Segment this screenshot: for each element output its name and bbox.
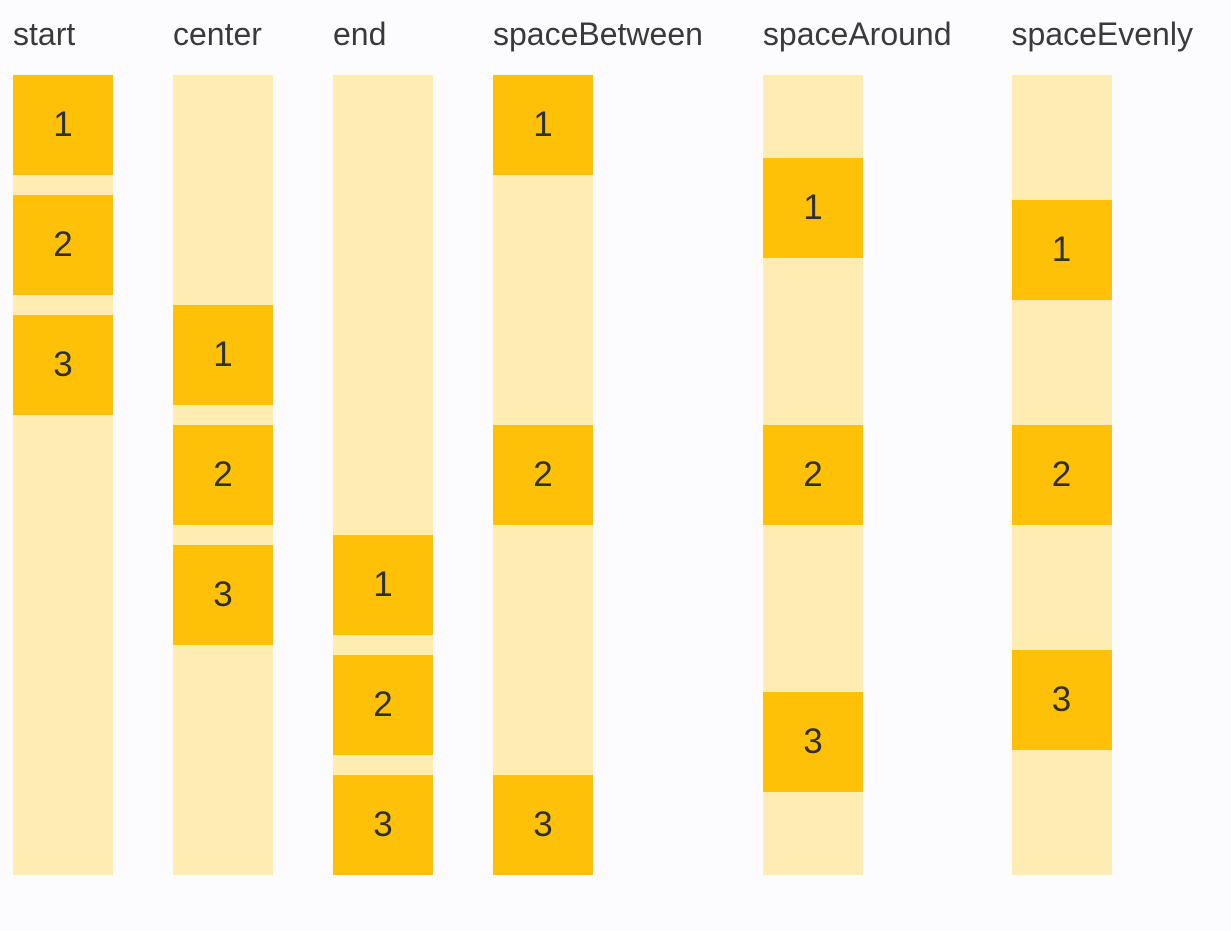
column-spaceEvenly: spaceEvenly 1 2 3: [1011, 14, 1193, 875]
flex-item: 3: [173, 545, 273, 645]
column-start: start 1 2 3: [13, 14, 113, 875]
flex-item: 1: [333, 535, 433, 635]
flex-track-spaceAround: 1 2 3: [762, 75, 863, 875]
column-spaceBetween: spaceBetween 1 2 3: [493, 14, 703, 875]
flex-item: 3: [1011, 650, 1112, 750]
flex-item: 3: [762, 691, 863, 792]
flex-item: 2: [493, 425, 593, 525]
column-label-spaceEvenly: spaceEvenly: [1011, 16, 1193, 52]
flex-item: 1: [1011, 200, 1112, 300]
flex-item: 1: [13, 75, 113, 175]
flex-track-end: 1 2 3: [333, 75, 433, 875]
column-label-spaceBetween: spaceBetween: [493, 16, 703, 52]
column-spaceAround: spaceAround 1 2 3: [762, 14, 952, 875]
column-center: center 1 2 3: [173, 14, 273, 875]
flex-item: 2: [1011, 425, 1112, 525]
flex-track-spaceEvenly: 1 2 3: [1011, 75, 1112, 875]
column-label-start: start: [13, 16, 76, 52]
column-label-end: end: [333, 16, 387, 52]
flex-item: 3: [493, 775, 593, 875]
column-label-center: center: [173, 16, 262, 52]
main-axis-alignment-demo: start 1 2 3 center 1 2 3 end 1 2 3 space…: [13, 14, 1193, 875]
flex-item: 3: [13, 315, 113, 415]
column-label-spaceAround: spaceAround: [762, 16, 952, 52]
flex-item: 2: [13, 195, 113, 295]
flex-item: 2: [762, 424, 863, 525]
flex-track-start: 1 2 3: [13, 75, 113, 875]
flex-item: 2: [333, 655, 433, 755]
column-end: end 1 2 3: [333, 14, 433, 875]
flex-item: 3: [333, 775, 433, 875]
flex-item: 2: [173, 425, 273, 525]
flex-item: 1: [173, 305, 273, 405]
flex-item: 1: [493, 75, 593, 175]
flex-track-spaceBetween: 1 2 3: [493, 75, 593, 875]
flex-track-center: 1 2 3: [173, 75, 273, 875]
flex-item: 1: [762, 158, 863, 259]
